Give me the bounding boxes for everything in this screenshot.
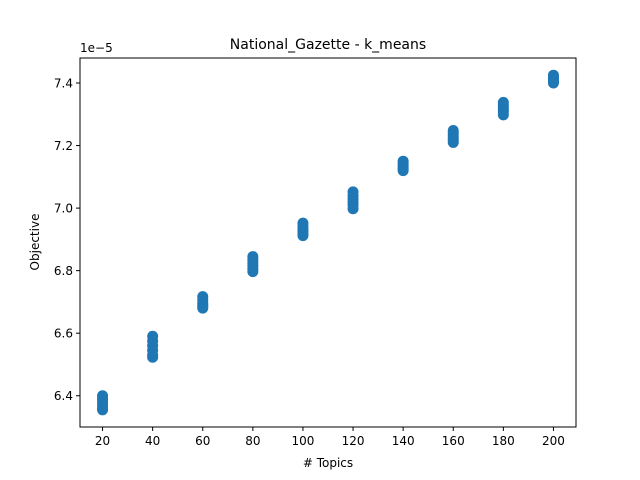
y-tick-label: 7.2 [54,139,73,153]
data-point [547,77,559,89]
data-point [247,266,259,278]
y-tick-label: 6.6 [54,327,73,341]
x-tick-label: 140 [392,434,415,448]
data-point [397,165,409,177]
data-point [197,302,209,314]
data-point [147,351,159,363]
y-tick-label: 7.0 [54,202,73,216]
y-tick-label: 6.8 [54,264,73,278]
x-tick-label: 160 [442,434,465,448]
x-tick-label: 180 [492,434,515,448]
x-tick-label: 100 [291,434,314,448]
x-tick-label: 20 [95,434,110,448]
x-tick-label: 120 [342,434,365,448]
x-tick-label: 60 [195,434,210,448]
y-axis-offset-label: 1e−5 [80,41,113,55]
y-tick-label: 6.4 [54,389,73,403]
data-points [97,69,559,416]
plot-frame [79,57,577,428]
x-tick-label: 200 [542,434,565,448]
x-tick-label: 80 [245,434,260,448]
y-axis-ticks: 6.4 6.6 6.8 7.0 7.2 7.4 [54,77,80,403]
data-point [497,109,509,121]
y-tick-label: 7.4 [54,77,73,91]
x-axis-label: # Topics [303,456,353,470]
data-point [447,136,459,148]
data-point [97,404,109,416]
x-axis-ticks: 20 40 60 80 100 120 140 160 180 200 [95,427,565,448]
x-tick-label: 40 [145,434,160,448]
data-point [297,230,309,242]
data-point [347,203,359,215]
chart-title: National_Gazette - k_means [230,37,426,53]
y-axis-label: Objective [28,214,42,271]
